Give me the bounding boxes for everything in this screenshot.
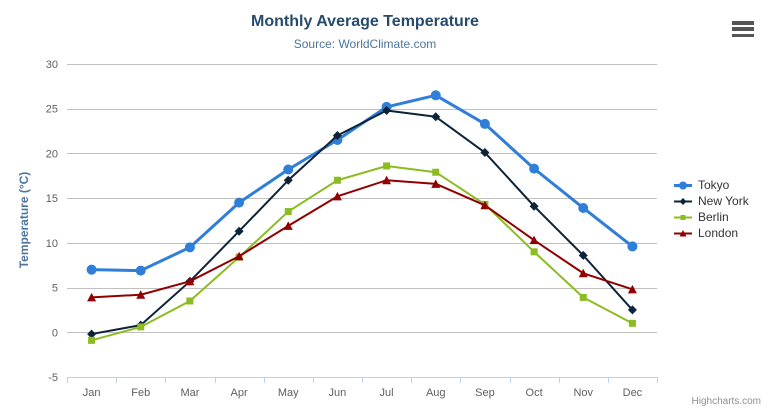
data-point-marker[interactable]	[283, 221, 293, 230]
data-point-marker[interactable]	[136, 290, 146, 299]
data-point-marker[interactable]	[332, 191, 342, 201]
hamburger-bar	[732, 21, 754, 25]
berlin-series-marker-icon	[674, 214, 692, 220]
credits-link[interactable]: Highcharts.com	[691, 396, 761, 407]
series-line	[90, 179, 634, 299]
y-axis-tick-label: 0	[52, 327, 58, 339]
y-axis-tick-label: -5	[48, 372, 58, 384]
data-point-marker[interactable]	[679, 181, 687, 189]
series-line	[90, 164, 634, 342]
y-axis-tick-label: 25	[46, 104, 58, 116]
data-point-marker[interactable]	[137, 323, 145, 331]
series-line	[90, 109, 634, 336]
legend-item-label: London	[698, 226, 739, 240]
data-point-marker[interactable]	[679, 197, 687, 205]
data-point-marker[interactable]	[88, 336, 96, 344]
legend-item-label: Tokyo	[698, 178, 730, 192]
y-axis-tick-label: 15	[46, 193, 58, 205]
data-point-marker[interactable]	[332, 131, 342, 141]
data-point-marker[interactable]	[283, 164, 294, 175]
legend-item-label: New York	[698, 194, 749, 208]
data-point-marker[interactable]	[234, 251, 244, 261]
data-point-marker[interactable]	[628, 319, 636, 327]
data-point-marker[interactable]	[185, 276, 195, 286]
x-axis-tick-label: Mar	[180, 387, 199, 399]
hamburger-bar	[732, 33, 754, 37]
series-line	[90, 93, 634, 273]
data-point-marker[interactable]	[234, 197, 245, 208]
legend-item-label: Berlin	[698, 210, 729, 224]
x-axis-tick-label: Apr	[231, 387, 248, 399]
data-point-marker[interactable]	[87, 329, 97, 339]
data-point-marker[interactable]	[627, 241, 638, 252]
x-axis-tick-label: Feb	[131, 387, 150, 399]
y-axis-tick-label: 5	[52, 283, 58, 295]
data-point-marker[interactable]	[529, 235, 539, 245]
data-point-marker[interactable]	[627, 305, 637, 315]
data-point-marker[interactable]	[234, 226, 244, 236]
x-axis-tick-label: Nov	[573, 387, 593, 399]
data-point-marker[interactable]	[284, 208, 292, 216]
y-axis-title: Temperature (°C)	[17, 171, 31, 269]
legend-item-tokyo[interactable]: Tokyo	[674, 177, 749, 193]
tokyo-series-marker-icon	[674, 181, 692, 189]
data-point-marker[interactable]	[679, 229, 687, 237]
chart-title: Monthly Average Temperature	[251, 13, 479, 30]
data-point-marker[interactable]	[578, 268, 588, 278]
data-point-marker[interactable]	[283, 175, 293, 185]
x-axis-tick-label: Jan	[83, 387, 101, 399]
data-point-marker[interactable]	[135, 265, 146, 276]
data-point-marker[interactable]	[184, 242, 195, 253]
data-point-marker[interactable]	[529, 201, 539, 211]
legend-item-london[interactable]: London	[674, 225, 749, 241]
x-axis-tick-label: Oct	[526, 387, 543, 399]
data-point-marker[interactable]	[333, 176, 341, 184]
data-point-marker[interactable]	[479, 118, 490, 129]
y-axis-tick-label: 30	[46, 59, 58, 71]
data-point-marker[interactable]	[627, 284, 637, 294]
data-point-marker[interactable]	[186, 297, 194, 305]
data-point-marker[interactable]	[579, 293, 587, 301]
legend-item-berlin[interactable]: Berlin	[674, 209, 749, 225]
data-point-marker[interactable]	[680, 214, 686, 220]
y-axis-tick-label: 10	[46, 238, 58, 250]
data-point-marker[interactable]	[529, 163, 540, 174]
series-london[interactable]	[87, 175, 637, 302]
data-point-marker[interactable]	[530, 248, 538, 256]
data-point-marker[interactable]	[578, 250, 588, 260]
x-axis-tick-label: Aug	[426, 387, 446, 399]
data-point-marker[interactable]	[382, 106, 392, 116]
data-point-marker[interactable]	[431, 179, 441, 188]
data-point-marker[interactable]	[86, 264, 97, 275]
y-axis-tick-label: 20	[46, 148, 58, 160]
data-point-marker[interactable]	[480, 148, 490, 158]
data-point-marker[interactable]	[382, 175, 392, 185]
series-tokyo[interactable]	[86, 90, 638, 276]
data-point-marker[interactable]	[578, 202, 589, 213]
series-new-york[interactable]	[87, 106, 637, 339]
x-axis-tick-label: Sep	[475, 387, 495, 399]
x-axis-tick-label: Jun	[329, 387, 347, 399]
data-point-marker[interactable]	[383, 162, 391, 170]
data-point-marker[interactable]	[87, 292, 97, 302]
legend-item-new-york[interactable]: New York	[674, 193, 749, 209]
x-axis-tick-label: Jul	[380, 387, 394, 399]
london-series-marker-icon	[674, 229, 692, 237]
data-point-marker[interactable]	[430, 90, 441, 101]
x-axis-tick-label: Dec	[623, 387, 643, 399]
data-point-marker[interactable]	[432, 168, 440, 176]
new-york-series-marker-icon	[674, 197, 692, 205]
chart-subtitle: Source: WorldClimate.com	[293, 37, 437, 51]
hamburger-bar	[732, 27, 754, 31]
hamburger-icon[interactable]	[731, 20, 755, 38]
legend: Tokyo New York Berlin London	[674, 177, 749, 241]
data-point-marker[interactable]	[431, 112, 441, 122]
x-axis-tick-label: May	[278, 387, 299, 399]
data-point-marker[interactable]	[480, 200, 490, 210]
